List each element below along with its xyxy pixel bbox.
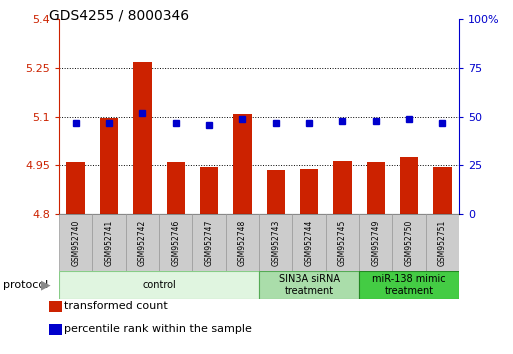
Bar [426, 214, 459, 271]
Bar [333, 161, 351, 214]
Text: GSM952744: GSM952744 [305, 219, 313, 266]
Bar [300, 169, 318, 214]
Bar [133, 62, 151, 214]
Bar [100, 119, 118, 214]
Bar [433, 167, 451, 214]
Bar [233, 114, 251, 214]
Text: GDS4255 / 8000346: GDS4255 / 8000346 [49, 9, 189, 23]
Bar [59, 214, 92, 271]
Bar [92, 214, 126, 271]
Text: GSM952740: GSM952740 [71, 219, 80, 266]
Bar [159, 214, 192, 271]
Bar [367, 162, 385, 214]
Text: GSM952748: GSM952748 [238, 219, 247, 266]
Bar [226, 214, 259, 271]
Text: GSM952750: GSM952750 [405, 219, 413, 266]
Bar [167, 162, 185, 214]
Text: GSM952742: GSM952742 [138, 219, 147, 266]
Text: ▶: ▶ [42, 279, 51, 291]
Text: protocol: protocol [3, 280, 48, 290]
Bar [259, 271, 359, 299]
Bar [200, 167, 218, 214]
Bar [126, 214, 159, 271]
Text: miR-138 mimic
treatment: miR-138 mimic treatment [372, 274, 446, 296]
Text: GSM952745: GSM952745 [338, 219, 347, 266]
Bar [392, 214, 426, 271]
Bar [292, 214, 326, 271]
Bar [59, 271, 259, 299]
Bar [267, 170, 285, 214]
Text: SIN3A siRNA
treatment: SIN3A siRNA treatment [279, 274, 340, 296]
Bar [192, 214, 226, 271]
Bar [359, 271, 459, 299]
Text: GSM952746: GSM952746 [171, 219, 180, 266]
Bar [326, 214, 359, 271]
Text: percentile rank within the sample: percentile rank within the sample [64, 324, 252, 334]
Text: control: control [142, 280, 176, 290]
Text: GSM952741: GSM952741 [105, 219, 113, 266]
Bar [359, 214, 392, 271]
Bar [400, 158, 418, 214]
Bar [259, 214, 292, 271]
Text: transformed count: transformed count [64, 301, 168, 311]
Text: GSM952751: GSM952751 [438, 219, 447, 266]
Text: GSM952743: GSM952743 [271, 219, 280, 266]
Text: GSM952749: GSM952749 [371, 219, 380, 266]
Bar [67, 162, 85, 214]
Text: GSM952747: GSM952747 [205, 219, 213, 266]
